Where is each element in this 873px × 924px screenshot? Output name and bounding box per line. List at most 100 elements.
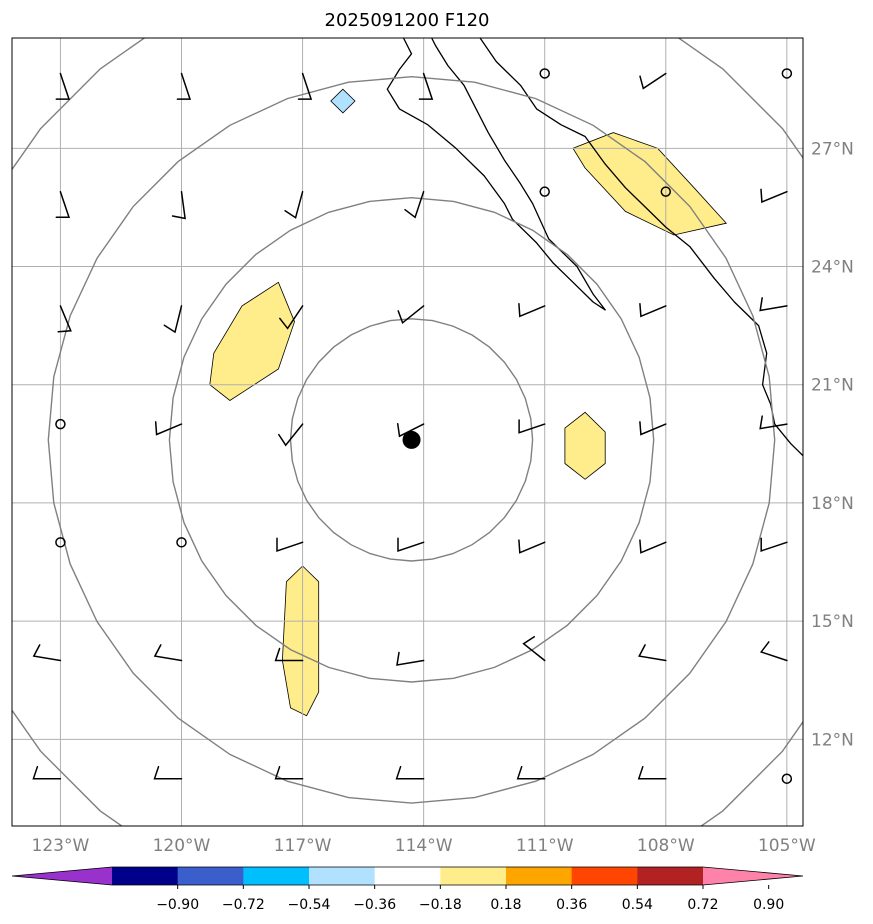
wind-barb-30: [276, 537, 304, 552]
lon-tick-label-6: 105°W: [758, 836, 816, 856]
colorbar: −0.90 −0.72 −0.54 −0.36 −0.18 0.18 0.36 0.54 0.7…: [11, 866, 804, 913]
coastline-1: [479, 38, 803, 457]
wind-barb-44: [274, 765, 304, 780]
colorbar-segment-4: [374, 867, 441, 885]
shaded-regions-layer: [209, 88, 728, 717]
wind-barb-calm-21: [55, 418, 66, 430]
wind-barb-25: [518, 419, 546, 434]
wind-barb-32: [518, 539, 546, 554]
wind-barb-46: [516, 765, 546, 780]
wind-barb-41: [759, 641, 788, 662]
wind-barb-0: [55, 72, 71, 100]
storm-center-layer: [402, 430, 421, 449]
wind-barb-14: [57, 305, 72, 333]
colorbar-segment-7: [571, 867, 638, 885]
wind-barb-35: [32, 644, 62, 662]
wind-barb-34: [760, 537, 788, 552]
wind-barb-calm-28: [55, 537, 66, 548]
contour-line-0: [572, 132, 728, 236]
wind-barb-calm-48: [781, 773, 793, 784]
colorbar-segment-1: [177, 867, 244, 885]
colorbar-segment-5: [440, 867, 507, 885]
shaded-region-2: [564, 412, 606, 480]
colorbar-label-0: −0.90: [156, 897, 199, 913]
wind-barb-3: [418, 72, 434, 100]
shaded-region-3: [282, 566, 319, 716]
wind-barb-13: [760, 188, 788, 204]
wind-barb-2: [297, 72, 313, 100]
latitude-tick-labels: 27°N 24°N 21°N 18°N 15°N 12°N: [811, 139, 854, 750]
lon-tick-label-3: 114°W: [395, 836, 453, 856]
lon-tick-label-1: 120°W: [153, 836, 211, 856]
wind-barb-37: [274, 647, 304, 662]
wind-barb-calm-4: [539, 68, 550, 79]
colorbar-segment-8: [637, 867, 704, 885]
range-ring-1: [168, 196, 655, 683]
storm-center-marker: [402, 430, 421, 449]
lon-tick-label-5: 108°W: [637, 836, 695, 856]
contour-line-1: [209, 281, 295, 401]
colorbar-label-4: −0.18: [419, 897, 462, 913]
map-frame: [11, 37, 804, 827]
lat-tick-label-1: 24°N: [811, 258, 854, 278]
wind-barb-47: [637, 765, 667, 780]
wind-barb-calm-6: [781, 68, 793, 79]
coastline-layer: [386, 38, 803, 457]
wind-barb-43: [153, 765, 183, 780]
colorbar-label-6: 0.36: [556, 897, 587, 913]
longitude-tick-labels: 123°W 120°W 117°W 114°W 111°W 108°W 105°W: [32, 836, 816, 856]
colorbar-label-8: 0.72: [687, 897, 718, 913]
wind-barb-24: [396, 422, 425, 438]
wind-barb-1: [176, 72, 192, 100]
lon-tick-label-0: 123°W: [32, 836, 90, 856]
colorbar-label-5: 0.18: [490, 897, 521, 913]
contour-line-4: [330, 88, 356, 114]
colorbar-segment-0: [112, 867, 179, 885]
colorbar-label-7: 0.54: [622, 897, 653, 913]
wind-barb-7: [55, 190, 71, 219]
lat-tick-label-3: 18°N: [811, 494, 854, 514]
colorbar-outline: [11, 866, 804, 886]
lat-tick-label-4: 15°N: [811, 612, 854, 632]
lon-tick-label-4: 111°W: [516, 836, 574, 856]
wind-barb-15: [163, 305, 183, 334]
wind-barb-8: [171, 190, 186, 220]
lat-tick-label-5: 12°N: [811, 730, 854, 750]
gridlines-layer: [12, 38, 803, 826]
range-ring-2: [47, 75, 776, 804]
shaded-region-1: [209, 282, 295, 401]
wind-barb-40: [638, 644, 667, 662]
wind-barb-17: [397, 305, 425, 325]
wind-barb-calm-12: [660, 186, 672, 197]
colorbar-segment-2: [243, 867, 310, 885]
wind-barb-42: [32, 765, 62, 780]
wind-barb-10: [404, 190, 425, 219]
wind-barb-27: [759, 415, 788, 430]
wind-barb-36: [153, 644, 183, 662]
lat-tick-label-0: 27°N: [811, 139, 854, 159]
wind-barb-calm-11: [539, 186, 550, 197]
colorbar-label-9: 0.90: [753, 897, 784, 913]
contour-line-2: [564, 411, 606, 480]
colorbar-label-1: −0.72: [222, 897, 265, 913]
wind-barbs-layer: [32, 68, 793, 784]
wind-barb-9: [284, 190, 304, 219]
wind-barb-calm-29: [176, 537, 187, 548]
wind-barb-31: [397, 537, 425, 552]
colorbar-segment-3: [309, 867, 376, 885]
colorbar-extend-low: [12, 867, 112, 885]
wind-barb-5: [639, 72, 667, 90]
contour-line-3: [281, 565, 320, 717]
map-title: 2025091200 F120: [325, 10, 490, 31]
wind-barb-19: [639, 302, 667, 318]
wind-barb-16: [279, 305, 304, 330]
wind-barb-38: [396, 651, 425, 666]
wind-barb-39: [522, 636, 546, 662]
colorbar-extend-high: [703, 867, 803, 885]
wind-barb-20: [759, 297, 788, 312]
shaded-region-0: [573, 132, 727, 235]
lon-tick-label-2: 117°W: [274, 836, 332, 856]
wind-barb-18: [518, 302, 546, 318]
